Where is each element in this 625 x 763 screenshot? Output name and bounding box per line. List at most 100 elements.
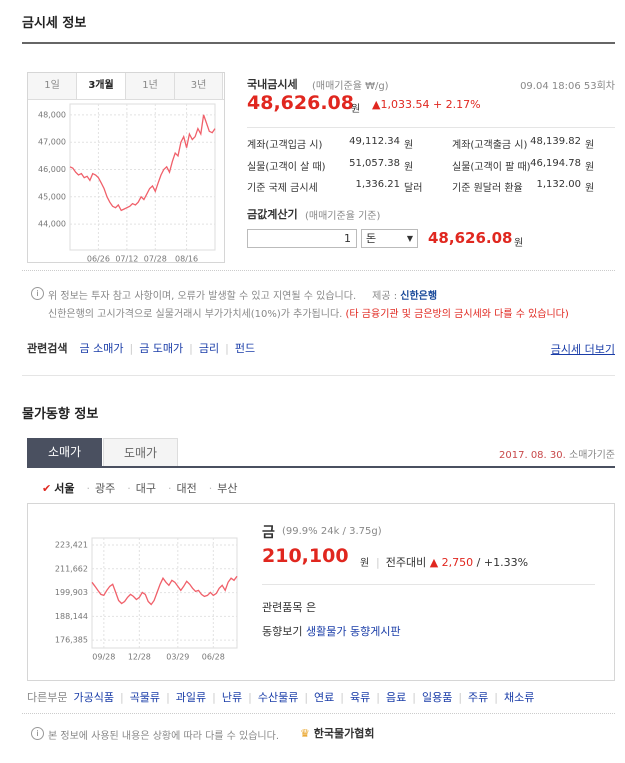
check-icon: ✔ (42, 482, 52, 495)
rate-unit: 원 (404, 161, 414, 173)
divider (247, 127, 615, 128)
compare: | 전주대비 ▲ 2,750 / +1.33% (376, 554, 528, 570)
city-tab[interactable]: 대전 (176, 482, 197, 495)
calc-label: 금값계산기 (247, 208, 298, 221)
rate-label: 기준 국제 금시세 (247, 183, 318, 194)
label: 국내금시세 (247, 78, 298, 91)
other-label: 다른부문 (27, 691, 68, 704)
item: 금 (262, 525, 275, 541)
period-tab[interactable]: 3개월 (77, 73, 126, 99)
related-items: 관련품목 은 (262, 599, 316, 615)
unit-select[interactable]: 돈 ▼ (361, 229, 418, 248)
related-item[interactable]: 은 (305, 601, 317, 614)
provider: 신한은행 (400, 291, 438, 302)
related-label: 관련품목 (262, 601, 303, 614)
bullet: · (127, 482, 131, 495)
date: 2017. 08. 30. 소매가기준 (499, 446, 615, 461)
category-link[interactable]: 가공식품 (73, 691, 114, 704)
more-link[interactable]: 금시세 더보기 (550, 343, 615, 356)
rate-value: 48,139.82 (530, 136, 581, 147)
price-tab[interactable]: 소매가 (27, 438, 102, 466)
rate-unit: 원 (585, 161, 595, 173)
related: 관련검색 금 소매가금 도매가금리펀드 (27, 340, 255, 356)
related-link[interactable]: 금 도매가 (123, 342, 183, 355)
category-link[interactable]: 주류 (452, 691, 488, 704)
price-tab[interactable]: 도매가 (103, 438, 178, 466)
info-icon: i (31, 727, 44, 740)
divider (22, 42, 615, 44)
category-link[interactable]: 연료 (298, 691, 334, 704)
rate-label: 계좌(고객출금 시) (452, 140, 528, 151)
calc-input[interactable]: 1 (247, 229, 357, 248)
rate-unit: 원 (585, 183, 595, 194)
rate-label: 계좌(고객입금 시) (247, 140, 323, 151)
related-link[interactable]: 펀드 (219, 342, 255, 355)
rate-value: 1,132.00 (536, 179, 581, 190)
select-arrow: ▼ (406, 234, 413, 243)
footer-logo: ♛ 한국물가협회 (300, 725, 374, 741)
spec: (99.9% 24k / 3.75g) (282, 526, 382, 537)
rate-unit: 달러 (404, 183, 423, 194)
notice-text: 위 정보는 투자 참고 사항이며, 오류가 발생할 수 있고 지연될 수 있습니… (48, 291, 357, 302)
category-link[interactable]: 수산물류 (242, 691, 298, 704)
rate-value: 46,194.78 (530, 157, 581, 169)
calc-result: 48,626.08 (428, 229, 513, 247)
footer-note: 본 정보에 사용된 내용은 상황에 따라 다를 수 있습니다. (48, 731, 280, 742)
price: 48,626.08 (247, 92, 354, 114)
change: ▲1,033.54 + 2.17% (372, 98, 481, 111)
city-tabs: ✔ 서울 · 광주 · 대구 · 대전 · 부산 (42, 480, 237, 496)
rate-label: 실물(고객이 살 때) (247, 161, 326, 173)
unit: 원 (351, 104, 361, 115)
provider-label: 제공 : (372, 291, 398, 302)
related-label: 관련검색 (27, 342, 68, 355)
trend-label: 동향보기 (262, 625, 303, 638)
unit: 원 (360, 558, 370, 569)
city-tab[interactable]: 서울 (54, 482, 75, 495)
unit-select-value: 돈 (366, 232, 377, 245)
related-link[interactable]: 금리 (183, 342, 219, 355)
divider (22, 713, 615, 714)
rate-label: 기준 원달러 환율 (452, 183, 523, 194)
category-link[interactable]: 채소류 (488, 691, 534, 704)
rate-value: 51,057.38 (349, 157, 400, 169)
date-basis: 소매가기준 (569, 450, 615, 461)
divider (22, 270, 615, 271)
info-icon: i (31, 287, 44, 300)
bullet: · (86, 482, 90, 495)
rate-unit: 원 (585, 140, 595, 151)
city-tab[interactable]: 광주 (94, 482, 116, 495)
section-title: 금시세 정보 (22, 16, 87, 31)
trend-link[interactable]: 생활물가 동향게시판 (305, 625, 401, 638)
sep: | (376, 556, 380, 569)
divider (22, 375, 615, 376)
category-link[interactable]: 난류 (206, 691, 242, 704)
category-link[interactable]: 일용품 (406, 691, 452, 704)
divider (28, 99, 224, 100)
calc-unit: 원 (514, 238, 524, 249)
divider (262, 584, 595, 585)
date-value: 2017. 08. 30. (499, 450, 566, 461)
category-link[interactable]: 곡물류 (114, 691, 160, 704)
category-link[interactable]: 과일류 (160, 691, 206, 704)
period-tab[interactable]: 3년 (175, 73, 223, 99)
category-link[interactable]: 음료 (370, 691, 406, 704)
notice: 위 정보는 투자 참고 사항이며, 오류가 발생할 수 있고 지연될 수 있습니… (48, 287, 437, 302)
period-tab[interactable]: 1년 (126, 73, 175, 99)
related-link[interactable]: 금 소매가 (79, 342, 124, 355)
change-pct: / +1.33% (476, 556, 529, 569)
rate-label: 실물(고객이 팔 때) (452, 161, 531, 173)
rate-value: 1,336.21 (355, 179, 400, 190)
category-link[interactable]: 육류 (334, 691, 370, 704)
price-box (27, 503, 615, 681)
notice: 신한은행의 고시가격으로 실물거래시 부가가치세(10%)가 추가됩니다. (타… (48, 305, 569, 320)
price: 210,100 (262, 545, 349, 567)
notice-warning: (타 금융기관 및 금은방의 금시세와 다를 수 있습니다) (345, 309, 569, 320)
rate-unit: 원 (404, 140, 414, 151)
city-tab[interactable]: 대구 (135, 482, 156, 495)
compare-label: 전주대비 (385, 556, 427, 569)
period-tab[interactable]: 1일 (28, 73, 77, 99)
bullet: · (208, 482, 213, 495)
city-tab[interactable]: 부산 (217, 482, 238, 495)
notice-text: 신한은행의 고시가격으로 실물거래시 부가가치세(10%)가 추가됩니다. (48, 309, 343, 320)
